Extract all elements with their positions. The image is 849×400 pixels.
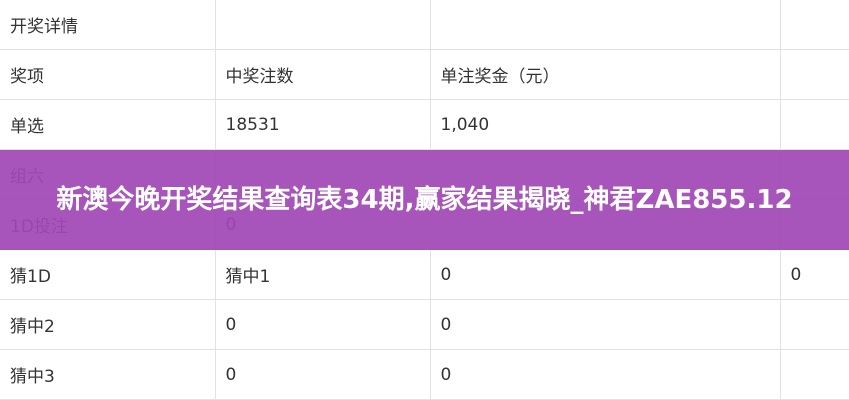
banner-title: 新澳今晚开奖结果查询表34期,赢家结果揭晓_神君ZAE855.12: [56, 185, 793, 215]
table-cell: 1,040: [429, 99, 781, 150]
table-row: 猜中2 0 0: [0, 299, 849, 350]
table-cell: 单注奖金（元）: [429, 49, 781, 100]
table-cell: 中奖注数: [214, 49, 431, 100]
table-cell: 猜1D: [0, 249, 216, 300]
table-cell: 猜中1: [214, 249, 431, 300]
banner: 新澳今晚开奖结果查询表34期,赢家结果揭晓_神君ZAE855.12: [0, 150, 849, 250]
table-cell: 18531: [214, 99, 431, 150]
table-cell: [779, 99, 849, 150]
table-cell: 猜中2: [0, 299, 216, 350]
table-cell: 奖项: [0, 49, 216, 100]
table-cell: 猜中3: [0, 349, 216, 400]
table-cell: [779, 299, 849, 350]
table-cell: [779, 49, 849, 100]
table-row: 奖项 中奖注数 单注奖金（元）: [0, 49, 849, 100]
table-cell: 0: [779, 249, 849, 300]
table-cell: 0: [214, 299, 431, 350]
table-cell: 0: [429, 299, 781, 350]
table-cell: 0: [429, 349, 781, 400]
table-cell: 0: [214, 349, 431, 400]
table-cell: [429, 0, 781, 50]
table-row: 猜1D 猜中1 0 0: [0, 249, 849, 300]
table-cell: 0: [429, 249, 781, 300]
table-row: 单选 18531 1,040: [0, 99, 849, 150]
table-row: 猜中3 0 0: [0, 349, 849, 400]
table-cell: [214, 0, 431, 50]
table-row: 开奖详情: [0, 0, 849, 50]
table-cell: 单选: [0, 99, 216, 150]
table-cell: [779, 0, 849, 50]
table-cell: 开奖详情: [0, 0, 216, 50]
table-cell: [779, 349, 849, 400]
